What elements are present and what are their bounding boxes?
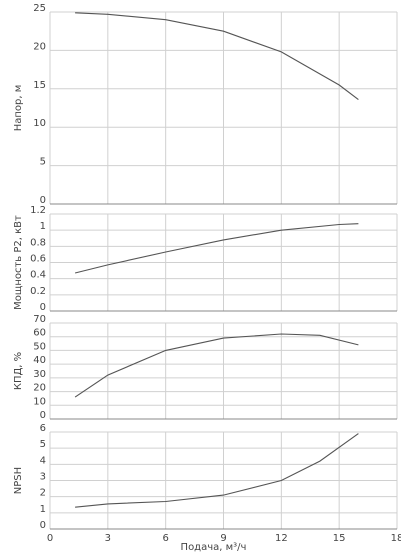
y-tick-label: 1	[40, 221, 46, 232]
y-tick-label: 0	[40, 520, 46, 531]
y-tick-label: 70	[33, 314, 46, 325]
x-tick-label: 9	[220, 533, 226, 544]
y-tick-label: 0.6	[30, 254, 46, 265]
y-axis-label: NPSH	[13, 467, 24, 494]
y-tick-label: 2	[40, 488, 46, 499]
y-tick-label: 6	[40, 423, 46, 434]
y-tick-label: 40	[33, 355, 46, 366]
x-tick-label: 3	[105, 533, 111, 544]
y-tick-label: 1	[40, 504, 46, 515]
y-tick-label: 10	[33, 118, 46, 129]
x-axis-label: Подача, м³/ч	[181, 542, 247, 553]
data-line	[75, 12, 359, 101]
data-line	[74, 333, 359, 398]
y-axis-label: КПД, %	[13, 352, 24, 390]
data-line	[74, 223, 359, 274]
y-tick-label: 0.4	[30, 270, 46, 281]
y-tick-label: 5	[40, 439, 46, 450]
y-tick-label: 1.2	[30, 205, 46, 216]
y-tick-label: 0	[40, 410, 46, 421]
y-tick-label: 60	[33, 328, 46, 339]
y-tick-label: 0.8	[30, 237, 46, 248]
x-tick-label: 6	[162, 533, 168, 544]
y-tick-label: 10	[33, 396, 46, 407]
y-axis-label: Напор, м	[13, 85, 24, 132]
y-tick-label: 20	[33, 41, 46, 52]
y-axis-label: Мощность Р2, кВт	[13, 215, 24, 310]
x-tick-label: 12	[275, 533, 288, 544]
data-line	[75, 433, 359, 508]
y-tick-label: 5	[40, 157, 46, 168]
y-tick-label: 15	[33, 80, 46, 91]
y-tick-label: 0	[40, 302, 46, 313]
x-tick-label: 0	[47, 533, 53, 544]
y-tick-label: 50	[33, 341, 46, 352]
y-tick-label: 25	[33, 3, 46, 14]
y-tick-label: 3	[40, 472, 46, 483]
x-tick-label: 18	[391, 533, 401, 544]
y-tick-label: 0.2	[30, 286, 46, 297]
y-tick-label: 0	[40, 195, 46, 206]
y-tick-label: 4	[40, 455, 46, 466]
y-tick-label: 30	[33, 369, 46, 380]
x-tick-label: 15	[333, 533, 346, 544]
y-tick-label: 20	[33, 383, 46, 394]
